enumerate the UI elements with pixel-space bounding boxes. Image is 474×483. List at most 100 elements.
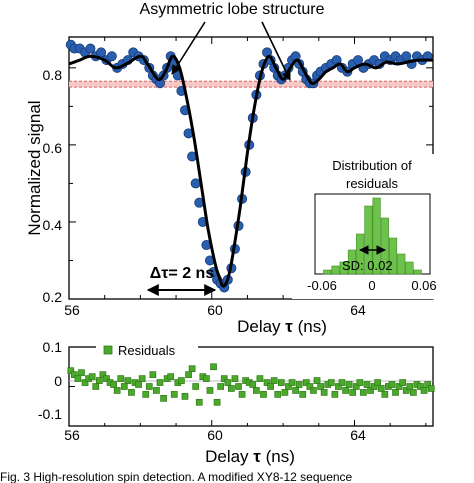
residual-point [342, 387, 349, 394]
inset-x-tick-pos: 0.06 [411, 278, 436, 293]
figure-caption: Fig. 3 High-resolution spin detection. A… [0, 470, 353, 483]
residual-point [124, 377, 132, 384]
residual-point [335, 383, 342, 390]
residual-point [185, 371, 192, 378]
residual-point [377, 385, 385, 392]
residual-point [213, 398, 221, 406]
y-tick-0.8: 0.8 [43, 67, 63, 83]
residual-point [195, 398, 203, 406]
residual-point [217, 383, 225, 390]
histogram-bar [413, 269, 422, 275]
residual-point [281, 389, 289, 396]
histogram-bar [323, 269, 332, 275]
resid-x-tick-56: 56 [64, 427, 80, 443]
lobe-annotation: Asymmetric lobe structure [140, 1, 325, 18]
residual-point [306, 383, 314, 390]
resid-x-tick-60: 60 [207, 427, 223, 443]
residual-point [142, 391, 150, 398]
resid-y-tick-0: 0 [54, 373, 62, 389]
residual-point [235, 383, 242, 390]
residual-histogram-inset: Distribution of residuals SD: 0.02 -0.06… [292, 154, 442, 299]
residual-point [367, 387, 374, 394]
residual-point [356, 379, 364, 386]
residual-point [310, 387, 317, 394]
data-point [85, 43, 96, 54]
residual-point [67, 367, 75, 375]
residual-point [256, 375, 264, 382]
data-point [401, 51, 412, 62]
annotation-arrow-right [261, 21, 291, 81]
residual-point [302, 379, 310, 386]
residual-point [181, 393, 189, 400]
residual-point [363, 381, 371, 388]
residual-point [167, 373, 175, 380]
residual-point [81, 379, 89, 386]
residual-point [317, 383, 324, 390]
residual-point [249, 381, 257, 388]
residual-point [399, 379, 407, 386]
histogram-bar [388, 237, 398, 275]
residual-point [99, 371, 107, 378]
x-axis-label: Delay τ (ns) [237, 317, 327, 336]
residual-point [224, 379, 232, 386]
residual-point [138, 375, 146, 382]
inset-title-line1: Distribution of [332, 158, 412, 173]
histogram-bar [331, 265, 340, 275]
residual-point [427, 385, 435, 392]
residual-point [153, 387, 160, 394]
inset-x-tick-neg: -0.06 [307, 278, 337, 293]
residual-point [270, 377, 278, 384]
residual-point [253, 387, 260, 394]
y-tick-0.4: 0.4 [43, 217, 63, 233]
residual-point [71, 371, 78, 378]
legend-label: Residuals [118, 343, 176, 358]
residual-point [410, 389, 417, 396]
histogram-bar [372, 197, 381, 275]
residual-point [220, 375, 228, 382]
residual-point [402, 387, 410, 394]
residual-point [370, 383, 378, 390]
residual-point [331, 391, 339, 398]
residual-point [113, 387, 121, 394]
residual-point [178, 377, 185, 384]
residual-point [395, 383, 403, 390]
residual-point [135, 381, 142, 388]
residual-point [203, 375, 210, 382]
histogram-bar [364, 205, 373, 275]
residual-point [320, 389, 328, 396]
residual-point [338, 379, 346, 386]
residual-point [145, 383, 153, 390]
residual-point [103, 375, 110, 382]
residual-point [381, 391, 389, 398]
residual-point [170, 391, 178, 398]
data-point [106, 51, 117, 62]
residual-point [238, 391, 246, 398]
residual-point [74, 375, 82, 382]
inset-frame [314, 193, 431, 275]
residual-point [128, 389, 135, 396]
residual-point [352, 383, 360, 390]
main-plot: 0.2 0.4 0.6 0.8 56 60 64 Normalized sign… [25, 1, 434, 336]
residual-point [374, 379, 382, 386]
residual-point [160, 395, 167, 402]
residuals-plot: Residuals 0.1 0 -0.1 56 60 64 Delay τ (n… [38, 339, 435, 466]
histogram-bar [347, 249, 357, 275]
residual-point [295, 381, 303, 388]
residual-points [67, 363, 435, 406]
resid-y-tick--0.1: -0.1 [38, 406, 62, 422]
residual-point [420, 387, 428, 394]
residual-point [392, 389, 399, 396]
resid-y-tick-0.1: 0.1 [43, 339, 63, 355]
residual-point [285, 383, 292, 390]
annotation-arrow-left [171, 21, 206, 75]
sd-label: SD: 0.02 [342, 258, 393, 273]
residual-point [110, 381, 117, 388]
residual-point [263, 379, 271, 386]
histogram-bar [397, 253, 406, 275]
residual-point [92, 383, 100, 390]
residual-point [349, 389, 357, 396]
residual-point [95, 377, 103, 384]
residual-point [292, 387, 299, 394]
residual-point [424, 381, 431, 388]
